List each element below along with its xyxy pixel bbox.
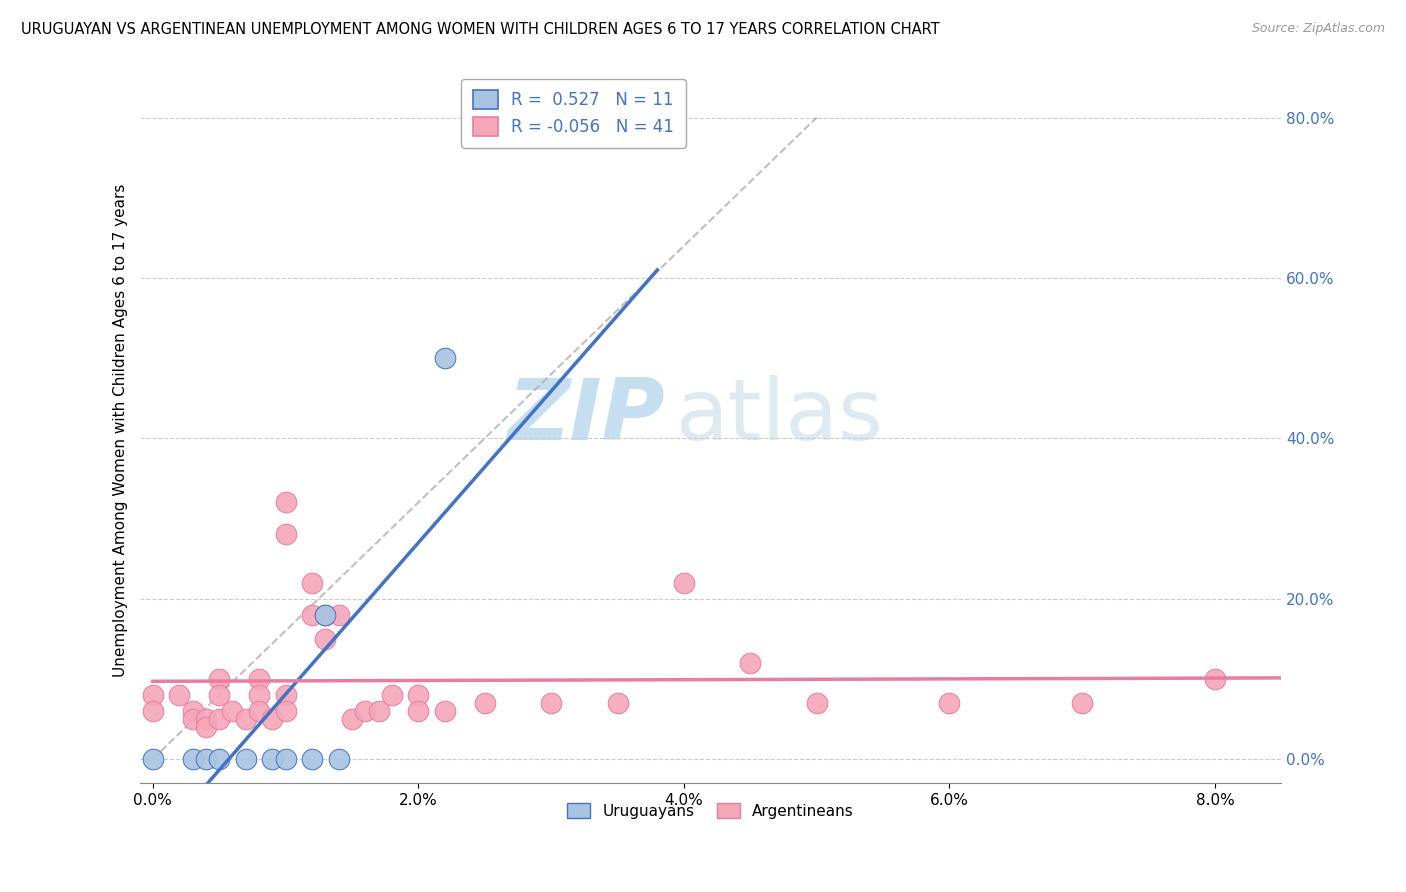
Point	[194, 712, 217, 726]
Text: ZIP: ZIP	[508, 375, 665, 458]
Point	[262, 752, 284, 766]
Point	[328, 607, 350, 622]
Point	[314, 607, 336, 622]
Point	[274, 704, 297, 718]
Point	[235, 712, 257, 726]
Text: atlas: atlas	[676, 375, 884, 458]
Point	[340, 712, 363, 726]
Point	[181, 704, 204, 718]
Point	[262, 712, 284, 726]
Point	[208, 712, 231, 726]
Point	[208, 688, 231, 702]
Point	[672, 575, 695, 590]
Legend: Uruguayans, Argentineans: Uruguayans, Argentineans	[561, 797, 860, 825]
Point	[142, 688, 165, 702]
Point	[606, 696, 628, 710]
Point	[806, 696, 828, 710]
Point	[142, 704, 165, 718]
Text: URUGUAYAN VS ARGENTINEAN UNEMPLOYMENT AMONG WOMEN WITH CHILDREN AGES 6 TO 17 YEA: URUGUAYAN VS ARGENTINEAN UNEMPLOYMENT AM…	[21, 22, 939, 37]
Point	[314, 632, 336, 646]
Point	[301, 575, 323, 590]
Point	[208, 752, 231, 766]
Point	[328, 752, 350, 766]
Point	[1071, 696, 1094, 710]
Point	[247, 672, 270, 686]
Point	[274, 495, 297, 509]
Point	[408, 688, 430, 702]
Point	[247, 688, 270, 702]
Point	[367, 704, 389, 718]
Point	[408, 704, 430, 718]
Point	[1204, 672, 1226, 686]
Point	[301, 607, 323, 622]
Point	[194, 752, 217, 766]
Point	[181, 712, 204, 726]
Point	[194, 720, 217, 734]
Point	[540, 696, 562, 710]
Point	[208, 672, 231, 686]
Point	[740, 656, 762, 670]
Point	[433, 704, 456, 718]
Text: Source: ZipAtlas.com: Source: ZipAtlas.com	[1251, 22, 1385, 36]
Point	[274, 688, 297, 702]
Y-axis label: Unemployment Among Women with Children Ages 6 to 17 years: Unemployment Among Women with Children A…	[114, 184, 128, 677]
Point	[938, 696, 960, 710]
Point	[354, 704, 377, 718]
Point	[247, 704, 270, 718]
Point	[142, 752, 165, 766]
Point	[301, 752, 323, 766]
Point	[221, 704, 243, 718]
Point	[169, 688, 191, 702]
Point	[433, 351, 456, 365]
Point	[381, 688, 404, 702]
Point	[474, 696, 496, 710]
Point	[181, 752, 204, 766]
Point	[274, 752, 297, 766]
Point	[314, 607, 336, 622]
Point	[274, 527, 297, 541]
Point	[235, 752, 257, 766]
